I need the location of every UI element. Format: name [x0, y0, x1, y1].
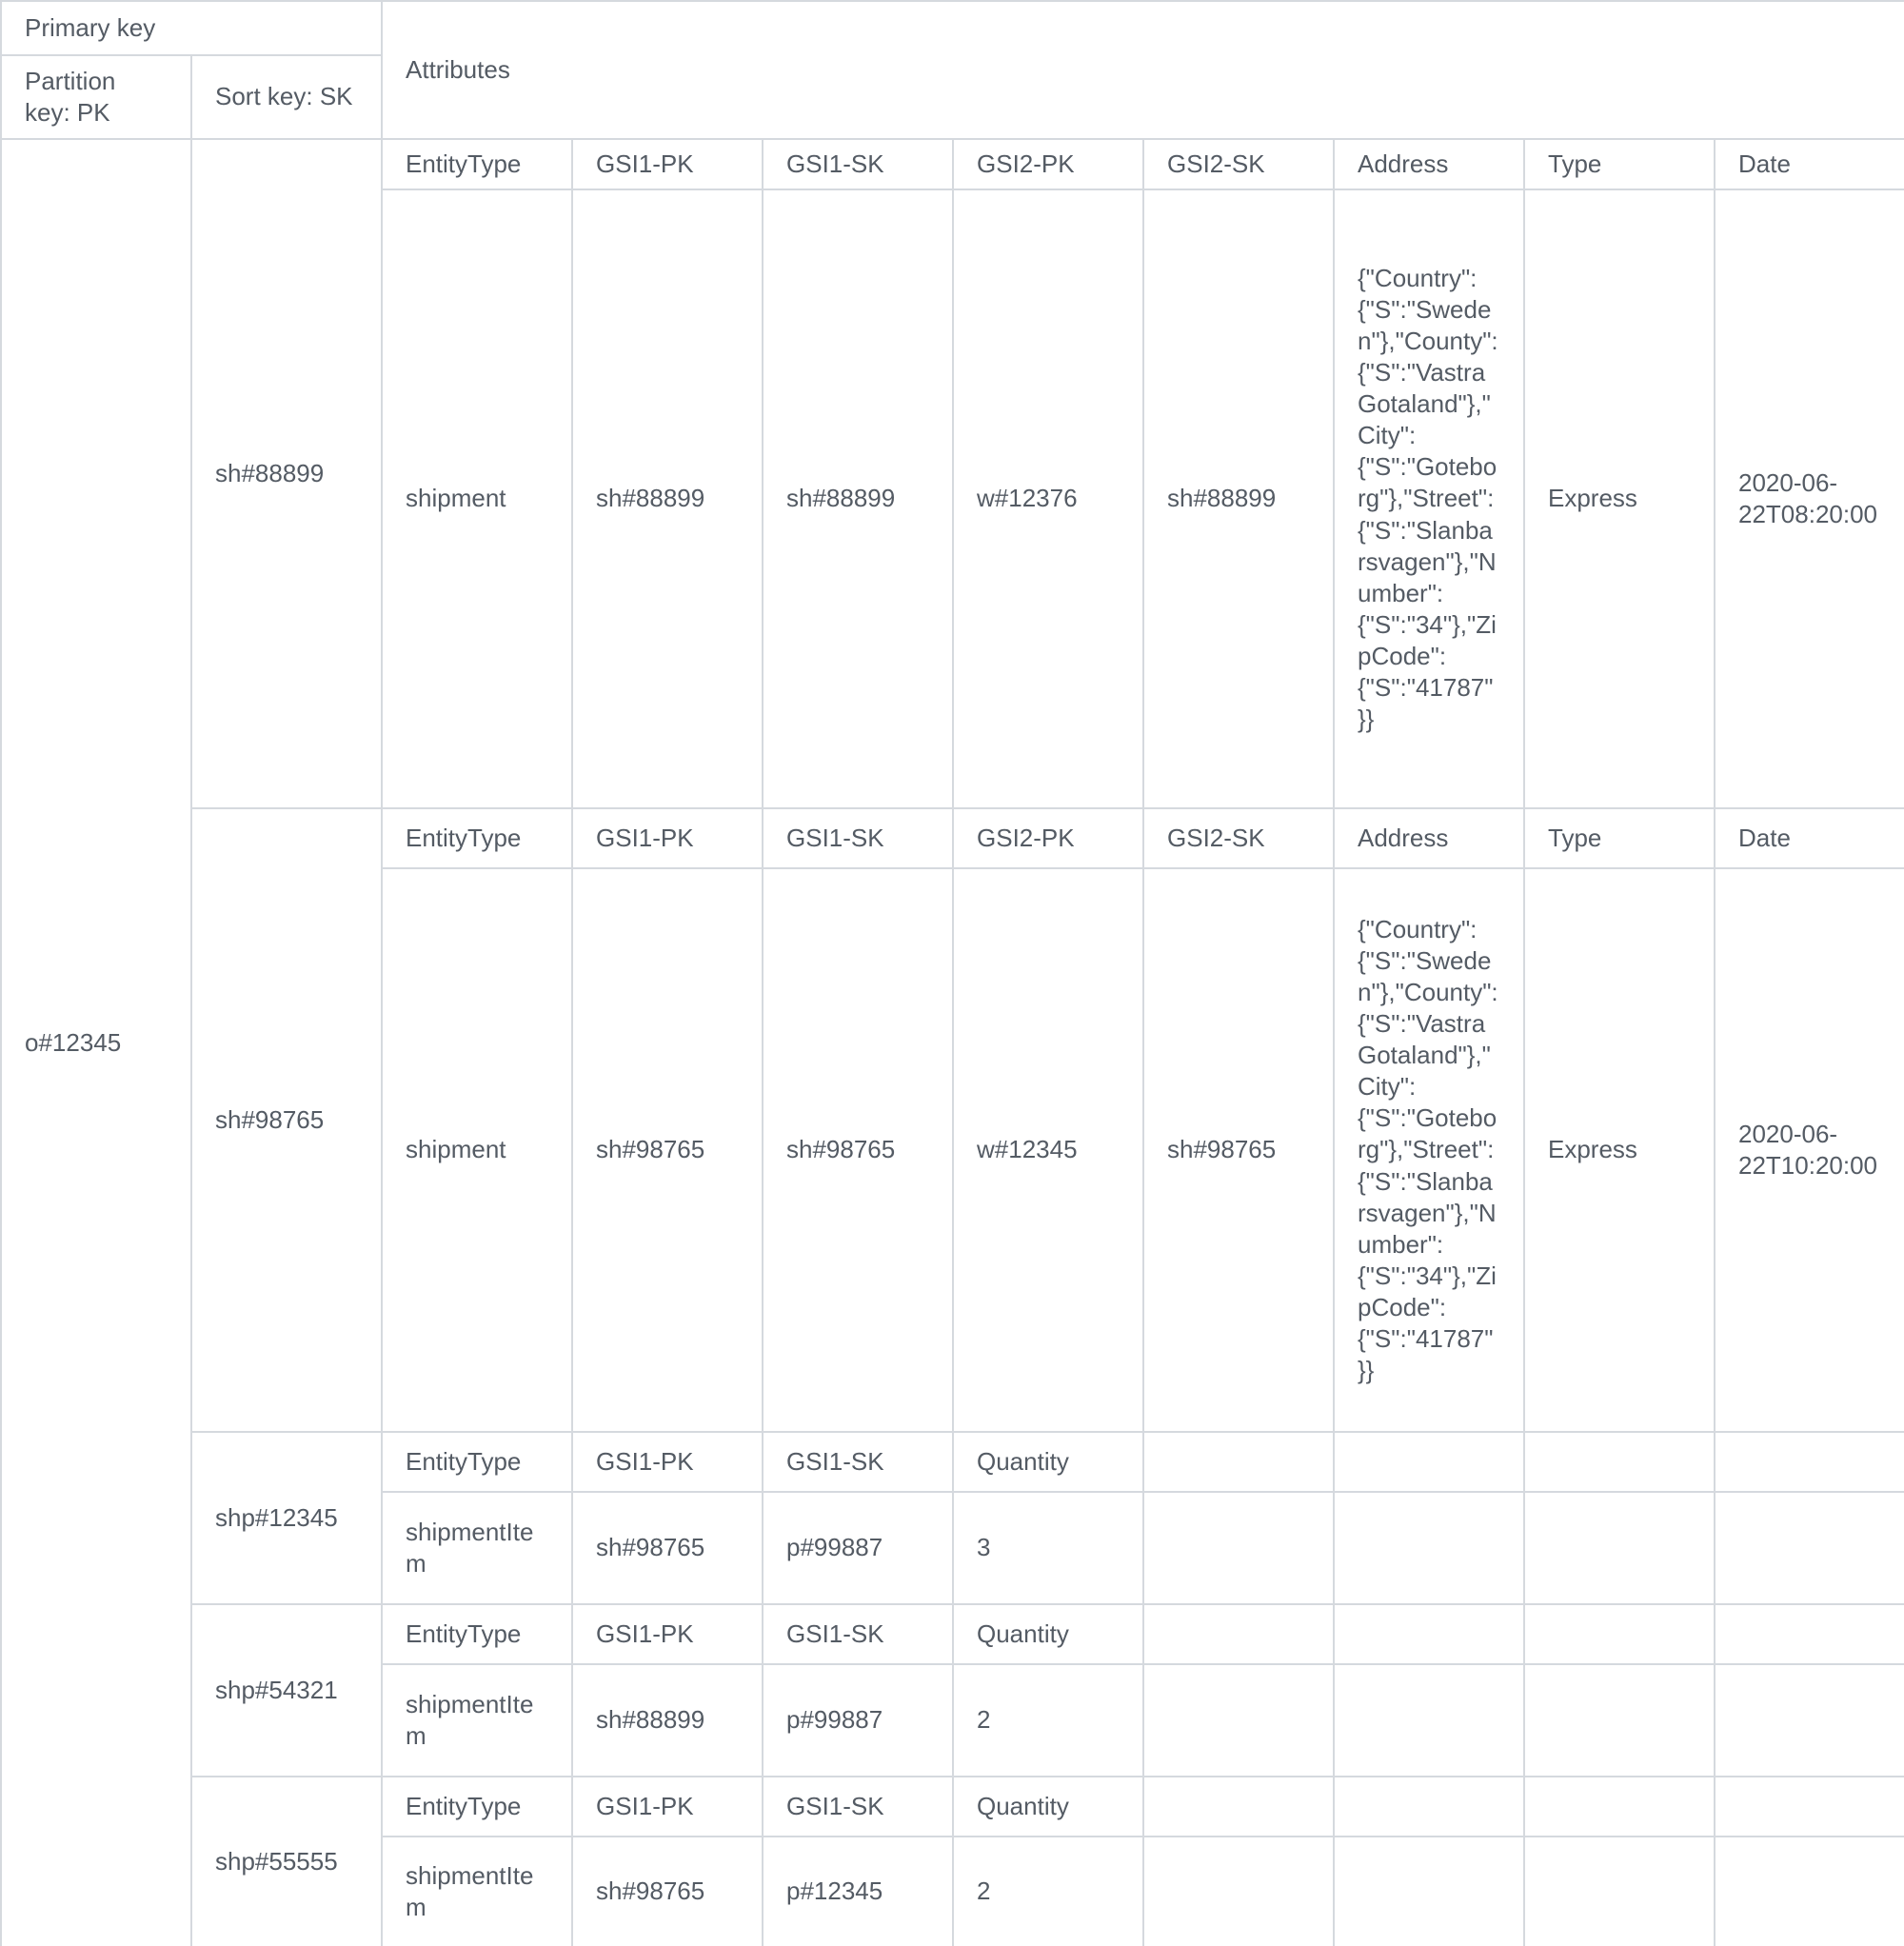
blank-cell — [1142, 1431, 1335, 1493]
attr-header-cell: Date — [1713, 807, 1904, 869]
blank-cell — [1333, 1491, 1525, 1605]
attr-value-cell: 2020-06-22T10:20:00 — [1713, 867, 1904, 1433]
attr-value-cell: 3 — [952, 1491, 1144, 1605]
partition-key-header: Partition key: PK — [0, 54, 192, 140]
attr-header-cell: EntityType — [381, 138, 573, 190]
primary-key-header: Primary key — [0, 0, 383, 56]
blank-cell — [1523, 1603, 1716, 1665]
blank-cell — [1333, 1431, 1525, 1493]
attr-header-cell: EntityType — [381, 1431, 573, 1493]
attr-header-cell: GSI1-SK — [762, 1431, 954, 1493]
attr-header-cell: Address — [1333, 807, 1525, 869]
attr-header-cell: Date — [1713, 138, 1904, 190]
partition-key-value: o#12345 — [0, 138, 192, 1946]
attr-header-cell: EntityType — [381, 807, 573, 869]
attr-header-cell: GSI1-PK — [571, 807, 764, 869]
attr-value-cell: 2 — [952, 1663, 1144, 1777]
attr-value-cell: Express — [1523, 867, 1716, 1433]
attr-value-cell: sh#88899 — [1142, 189, 1335, 809]
attr-value-cell: sh#98765 — [1142, 867, 1335, 1433]
blank-cell — [1333, 1603, 1525, 1665]
attr-value-cell: p#99887 — [762, 1663, 954, 1777]
sort-key-value: shp#55555 — [190, 1776, 383, 1946]
attr-header-cell: Address — [1333, 138, 1525, 190]
blank-cell — [1713, 1776, 1904, 1837]
blank-cell — [1142, 1776, 1335, 1837]
sort-key-value: shp#12345 — [190, 1431, 383, 1605]
attr-value-cell: 2020-06-22T08:20:00 — [1713, 189, 1904, 809]
attr-header-cell: GSI1-PK — [571, 1603, 764, 1665]
attr-value-cell: shipment — [381, 867, 573, 1433]
blank-cell — [1333, 1663, 1525, 1777]
blank-cell — [1713, 1663, 1904, 1777]
attr-header-cell: EntityType — [381, 1603, 573, 1665]
attr-value-cell: p#12345 — [762, 1836, 954, 1946]
attr-header-cell: GSI1-PK — [571, 138, 764, 190]
attr-header-cell: GSI2-SK — [1142, 807, 1335, 869]
attr-value-cell: 2 — [952, 1836, 1144, 1946]
attr-value-cell: sh#98765 — [571, 1491, 764, 1605]
blank-cell — [1523, 1491, 1716, 1605]
blank-cell — [1713, 1431, 1904, 1493]
attr-header-cell: GSI1-SK — [762, 1603, 954, 1665]
attr-value-cell: shipment — [381, 189, 573, 809]
sort-key-value: sh#98765 — [190, 807, 383, 1433]
attr-header-cell: GSI1-SK — [762, 138, 954, 190]
sort-key-value: shp#54321 — [190, 1603, 383, 1777]
attr-header-cell: GSI2-PK — [952, 807, 1144, 869]
attr-value-cell: w#12345 — [952, 867, 1144, 1433]
attr-header-cell: EntityType — [381, 1776, 573, 1837]
sort-key-header: Sort key: SK — [190, 54, 383, 140]
attr-value-cell: sh#98765 — [571, 1836, 764, 1946]
blank-cell — [1523, 1663, 1716, 1777]
attr-value-cell-address: {"Country":{"S":"Sweden"},"County":{"S":… — [1333, 867, 1525, 1433]
blank-cell — [1523, 1431, 1716, 1493]
attr-header-cell: Quantity — [952, 1776, 1144, 1837]
attr-value-cell: shipmentItem — [381, 1663, 573, 1777]
blank-cell — [1713, 1836, 1904, 1946]
blank-cell — [1523, 1776, 1716, 1837]
attr-header-cell: Type — [1523, 807, 1716, 869]
attr-header-cell: Quantity — [952, 1431, 1144, 1493]
attr-header-cell: GSI1-SK — [762, 807, 954, 869]
attr-value-cell: Express — [1523, 189, 1716, 809]
attr-value-cell: sh#88899 — [571, 1663, 764, 1777]
blank-cell — [1713, 1603, 1904, 1665]
attr-value-cell: w#12376 — [952, 189, 1144, 809]
attr-header-cell: GSI1-PK — [571, 1776, 764, 1837]
blank-cell — [1142, 1491, 1335, 1605]
attr-header-cell: GSI2-SK — [1142, 138, 1335, 190]
attr-value-cell: sh#98765 — [762, 867, 954, 1433]
blank-cell — [1333, 1836, 1525, 1946]
attributes-header: Attributes — [380, 0, 1904, 140]
blank-cell — [1523, 1836, 1716, 1946]
attr-header-cell: Type — [1523, 138, 1716, 190]
attr-header-cell: Quantity — [952, 1603, 1144, 1665]
attr-value-cell: sh#88899 — [571, 189, 764, 809]
attr-value-cell: sh#98765 — [571, 867, 764, 1433]
attr-header-cell: GSI1-PK — [571, 1431, 764, 1493]
sort-key-value: sh#88899 — [190, 138, 383, 809]
attr-value-cell: shipmentItem — [381, 1491, 573, 1605]
attr-header-cell: GSI2-PK — [952, 138, 1144, 190]
attr-value-cell: sh#88899 — [762, 189, 954, 809]
blank-cell — [1713, 1491, 1904, 1605]
blank-cell — [1142, 1663, 1335, 1777]
attr-value-cell-address: {"Country":{"S":"Sweden"},"County":{"S":… — [1333, 189, 1525, 809]
blank-cell — [1333, 1776, 1525, 1837]
attr-value-cell: shipmentItem — [381, 1836, 573, 1946]
blank-cell — [1142, 1603, 1335, 1665]
attr-value-cell: p#99887 — [762, 1491, 954, 1605]
attr-header-cell: GSI1-SK — [762, 1776, 954, 1837]
blank-cell — [1142, 1836, 1335, 1946]
